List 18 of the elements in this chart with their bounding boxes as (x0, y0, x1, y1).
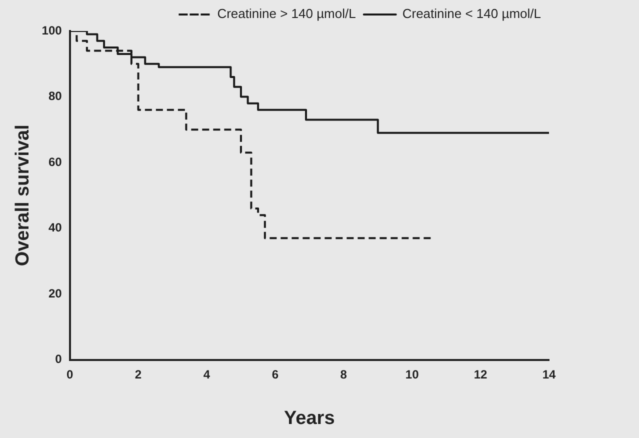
x-tick-label: 14 (542, 367, 556, 382)
y-axis-title: Overall survival (12, 124, 34, 266)
y-tick-label: 20 (48, 286, 62, 300)
legend-label: Creatinine > 140 µmol/L (217, 6, 356, 22)
x-tick-label: 4 (203, 367, 210, 382)
x-axis-title: Years (284, 408, 335, 429)
y-tick-label: 60 (48, 154, 62, 169)
y-tick-label: 0 (55, 352, 62, 366)
x-tick-label: 2 (134, 367, 142, 382)
x-tick-label: 10 (405, 367, 420, 382)
x-tick-label: 6 (272, 367, 279, 382)
x-tick-label: 8 (340, 367, 348, 382)
y-tick-label: 40 (48, 220, 62, 235)
x-tick-label: 12 (474, 367, 488, 382)
legend-label: Creatinine < 140 µmol/L (402, 6, 542, 22)
y-tick-label: 100 (42, 23, 62, 38)
x-tick-label: 0 (66, 367, 74, 382)
y-tick-label: 80 (48, 89, 62, 104)
